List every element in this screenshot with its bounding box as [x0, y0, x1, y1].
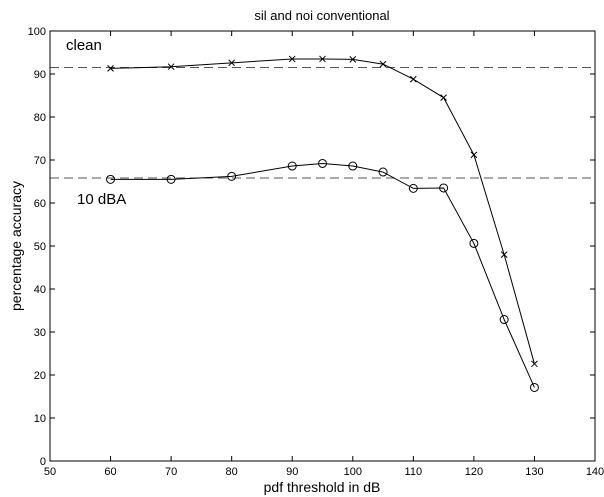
series-circle-markers [106, 158, 539, 392]
x-tick-label: 70 [165, 466, 177, 478]
data-point-x-marker [107, 65, 114, 72]
data-point-circle-marker [499, 315, 509, 325]
data-point-x-marker [531, 360, 538, 368]
x-tick-label: 130 [525, 466, 543, 478]
x-tick-label: 120 [465, 466, 483, 478]
series-layer [106, 55, 539, 392]
series-line [110, 162, 535, 388]
y-tick-label: 80 [34, 112, 46, 124]
data-point-circle-marker [287, 161, 297, 171]
x-tick-label: 60 [104, 466, 116, 478]
data-point-x-marker [470, 151, 478, 159]
data-point-x-marker [319, 55, 326, 63]
data-point-circle-marker [106, 174, 116, 184]
data-point-x-marker [409, 75, 417, 83]
series-x-markers [107, 55, 538, 368]
x-axis-label: pdf threshold in dB [264, 479, 381, 495]
data-point-circle-marker [529, 382, 539, 392]
y-tick-label: 50 [34, 241, 46, 253]
data-point-x-marker [379, 60, 387, 68]
data-point-circle-marker [318, 158, 327, 168]
data-point-x-marker [440, 94, 447, 102]
data-point-x-marker [288, 55, 296, 63]
y-tick-label: 20 [34, 370, 46, 382]
data-point-x-marker [167, 63, 175, 71]
y-tick-label: 10 [34, 413, 46, 425]
annotation-clean: clean [66, 37, 102, 54]
y-tick-label: 60 [34, 198, 46, 210]
data-point-circle-marker [408, 183, 418, 193]
x-tick-label: 110 [405, 466, 423, 478]
x-tick-label: 90 [286, 466, 298, 478]
data-point-circle-marker [439, 183, 449, 193]
data-point-circle-marker [469, 238, 479, 248]
data-point-circle-marker [227, 171, 237, 181]
x-axis-ticks: 50 60 70 80 90 100 110 120 130 140 [44, 31, 604, 478]
y-tick-label: 90 [34, 69, 46, 81]
x-tick-label: 140 [586, 466, 604, 478]
y-tick-label: 0 [40, 456, 46, 468]
data-point-circle-marker [166, 174, 176, 184]
y-tick-label: 30 [34, 327, 46, 339]
data-point-x-marker [500, 251, 508, 258]
y-axis-label: percentage accuracy [8, 181, 24, 311]
y-tick-label: 40 [34, 284, 46, 296]
chart-title: sil and noi conventional [254, 8, 389, 23]
plot-area [50, 31, 595, 461]
data-point-circle-marker [348, 161, 358, 171]
series-line [110, 58, 535, 364]
y-axis-ticks: 0 10 20 30 40 50 60 70 80 90 100 [28, 26, 595, 468]
data-point-x-marker [349, 56, 357, 63]
x-tick-label: 100 [344, 466, 362, 478]
x-tick-label: 80 [226, 466, 238, 478]
data-point-x-marker [228, 59, 236, 67]
y-tick-label: 70 [34, 155, 46, 167]
annotation-10dba: 10 dBA [77, 191, 126, 208]
data-point-circle-marker [378, 167, 388, 177]
y-tick-label: 100 [28, 26, 46, 38]
x-tick-label: 50 [44, 466, 56, 478]
